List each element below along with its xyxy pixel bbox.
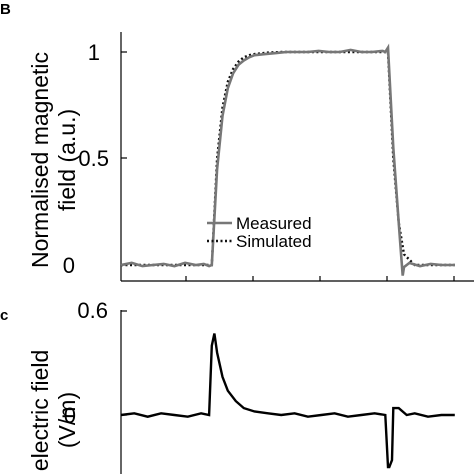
panel-c-ylabel-line1: d electric field xyxy=(27,350,53,474)
panel-b-ytick-label-05: 0.5 xyxy=(78,146,109,171)
panel-b-ytick-label-0: 0 xyxy=(63,253,75,278)
legend-simulated-label: Simulated xyxy=(236,232,312,251)
panel-c-ytick-label-0: 0 xyxy=(64,403,76,428)
legend-measured-label: Measured xyxy=(236,214,312,233)
panel-b-ylabel-line1: Normalised magnetic xyxy=(27,52,53,268)
panel-b-ylabel-line2: field (a.u.) xyxy=(54,109,80,211)
panel-c-axes xyxy=(120,310,127,474)
panel-c-ylabel-line2: (V/m) xyxy=(54,392,80,448)
panel-b-label: B xyxy=(0,1,11,18)
panel-b-ytick-label-1: 1 xyxy=(88,40,100,65)
measured-series-line xyxy=(120,43,455,276)
legend: Measured Simulated xyxy=(207,214,312,251)
panel-c-ytick-label-06: 0.6 xyxy=(77,298,108,323)
electric-field-series-line xyxy=(120,333,455,469)
panel-c-label: c xyxy=(0,307,8,324)
